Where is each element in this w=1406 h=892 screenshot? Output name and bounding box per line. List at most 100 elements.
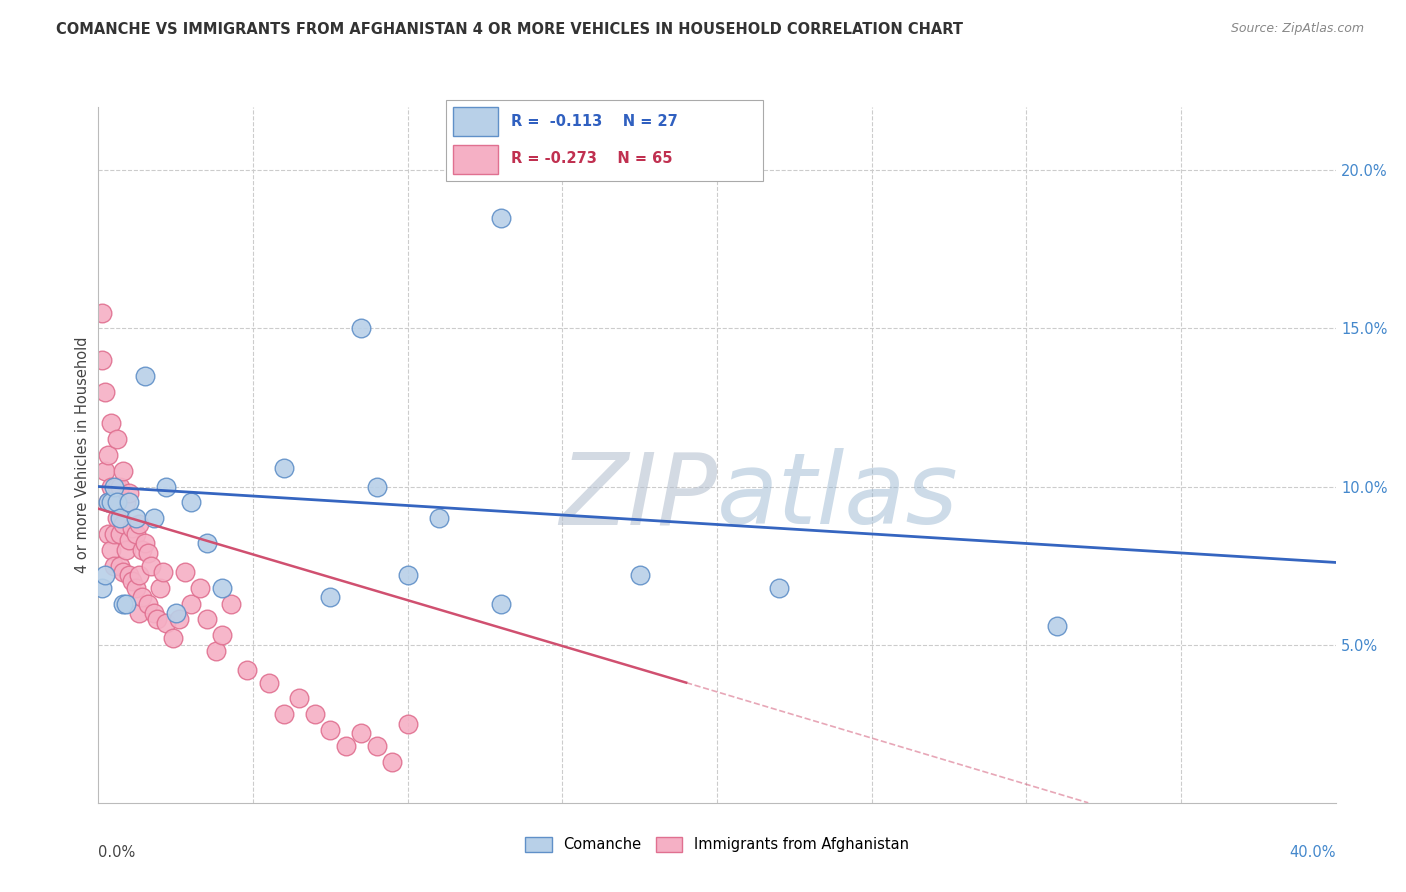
Point xyxy=(489,211,512,225)
Point xyxy=(118,495,141,509)
Point xyxy=(93,464,115,478)
Text: R = -0.273    N = 65: R = -0.273 N = 65 xyxy=(510,152,672,166)
Point xyxy=(155,615,177,630)
Point xyxy=(90,353,112,368)
Point xyxy=(115,542,138,557)
Point xyxy=(136,597,159,611)
Point xyxy=(128,606,150,620)
Point xyxy=(105,495,128,509)
Point xyxy=(236,663,259,677)
Point xyxy=(128,568,150,582)
Point xyxy=(319,591,342,605)
Point xyxy=(103,479,125,493)
Point xyxy=(190,581,212,595)
Point xyxy=(108,558,131,573)
Point xyxy=(335,739,357,753)
Point xyxy=(167,612,190,626)
Point xyxy=(103,527,125,541)
Point xyxy=(162,632,184,646)
Point xyxy=(124,511,146,525)
Y-axis label: 4 or more Vehicles in Household: 4 or more Vehicles in Household xyxy=(75,336,90,574)
Point xyxy=(103,558,125,573)
Point xyxy=(350,726,373,740)
Point xyxy=(112,565,135,579)
Point xyxy=(211,628,233,642)
Point xyxy=(131,591,153,605)
Point xyxy=(139,558,162,573)
Point xyxy=(121,521,143,535)
Point xyxy=(115,597,138,611)
Point xyxy=(257,675,280,690)
Legend: Comanche, Immigrants from Afghanistan: Comanche, Immigrants from Afghanistan xyxy=(519,831,915,858)
Point xyxy=(195,612,218,626)
Point xyxy=(174,565,197,579)
Point xyxy=(768,581,790,595)
Point xyxy=(100,495,122,509)
Point xyxy=(105,432,128,446)
Point xyxy=(628,568,651,582)
Point xyxy=(118,533,141,548)
Point xyxy=(112,517,135,532)
Point xyxy=(124,527,146,541)
Point xyxy=(180,597,202,611)
Point xyxy=(90,305,112,319)
Point xyxy=(136,546,159,560)
Point xyxy=(108,511,131,525)
Point xyxy=(396,716,419,731)
Point xyxy=(103,495,125,509)
Point xyxy=(100,479,122,493)
Text: 40.0%: 40.0% xyxy=(1289,845,1336,860)
Point xyxy=(97,527,120,541)
Point xyxy=(134,536,156,550)
Point xyxy=(143,511,166,525)
Point xyxy=(146,612,169,626)
Point xyxy=(93,568,115,582)
Point xyxy=(105,479,128,493)
Point xyxy=(489,597,512,611)
Text: ZIP: ZIP xyxy=(558,448,717,545)
Point xyxy=(118,568,141,582)
Point xyxy=(149,581,172,595)
Point xyxy=(152,565,174,579)
FancyBboxPatch shape xyxy=(453,145,498,175)
Point xyxy=(221,597,243,611)
Point xyxy=(366,479,388,493)
Point xyxy=(134,368,156,383)
Point xyxy=(97,495,120,509)
Text: atlas: atlas xyxy=(717,448,959,545)
Point xyxy=(121,574,143,589)
Point xyxy=(115,495,138,509)
Point xyxy=(112,464,135,478)
Point xyxy=(195,536,218,550)
Point xyxy=(90,581,112,595)
Point xyxy=(97,495,120,509)
Point xyxy=(93,384,115,399)
FancyBboxPatch shape xyxy=(446,100,763,181)
Point xyxy=(273,460,295,475)
Point xyxy=(143,606,166,620)
Point xyxy=(366,739,388,753)
Point xyxy=(165,606,187,620)
Point xyxy=(381,755,404,769)
Point xyxy=(131,542,153,557)
Point xyxy=(288,691,311,706)
Point xyxy=(100,542,122,557)
Point xyxy=(427,511,450,525)
Point xyxy=(118,486,141,500)
Point xyxy=(128,517,150,532)
Point xyxy=(155,479,177,493)
Point xyxy=(211,581,233,595)
FancyBboxPatch shape xyxy=(453,107,498,136)
Point xyxy=(319,723,342,737)
Point xyxy=(108,527,131,541)
Text: Source: ZipAtlas.com: Source: ZipAtlas.com xyxy=(1230,22,1364,36)
Point xyxy=(1046,618,1069,632)
Text: R =  -0.113    N = 27: R = -0.113 N = 27 xyxy=(510,114,678,129)
Point xyxy=(105,511,128,525)
Point xyxy=(124,581,146,595)
Point xyxy=(396,568,419,582)
Text: COMANCHE VS IMMIGRANTS FROM AFGHANISTAN 4 OR MORE VEHICLES IN HOUSEHOLD CORRELAT: COMANCHE VS IMMIGRANTS FROM AFGHANISTAN … xyxy=(56,22,963,37)
Point xyxy=(304,707,326,722)
Point xyxy=(112,597,135,611)
Point xyxy=(350,321,373,335)
